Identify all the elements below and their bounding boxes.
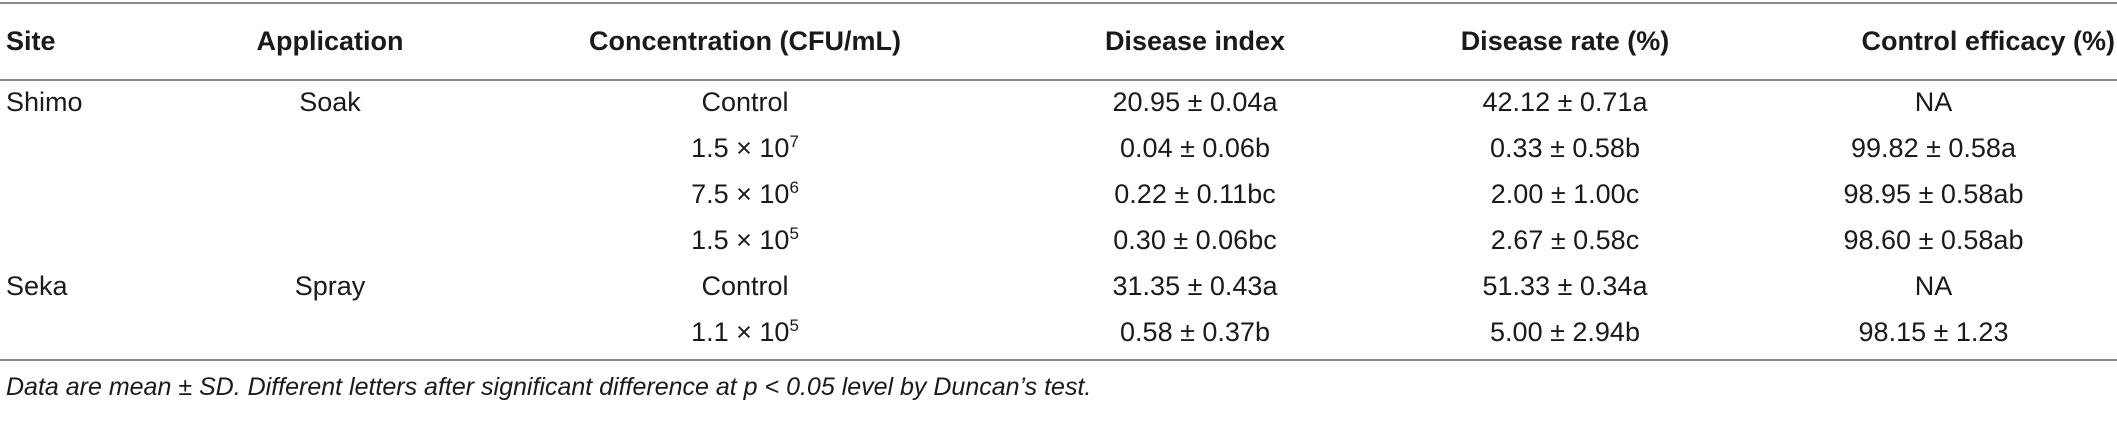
cell-concentration: Control bbox=[480, 79, 1010, 125]
table-body: Shimo Soak Control 20.95 ± 0.04a 42.12 ± 0.7… bbox=[0, 79, 2117, 355]
results-table: Site Application Concentration (CFU/mL) … bbox=[0, 4, 2117, 355]
concentration-exponent: 7 bbox=[789, 131, 799, 151]
concentration-base: 1.5 × 10 bbox=[691, 132, 790, 163]
concentration-exponent: 5 bbox=[789, 223, 799, 243]
concentration-exponent: 6 bbox=[789, 177, 799, 197]
cell-control-efficacy: NA bbox=[1914, 86, 1953, 117]
cell-disease-index: 0.04 ± 0.06b bbox=[1120, 132, 1270, 163]
cell-site bbox=[0, 217, 180, 263]
table-row: Seka Spray Control 31.35 ± 0.43a 51.33 ± 0.3… bbox=[0, 263, 2117, 309]
table-footnote: Data are mean ± SD. Different letters af… bbox=[6, 373, 1092, 401]
cell-concentration: 1.5 × 107 bbox=[480, 125, 1010, 171]
table-row: 1.1 × 105 0.58 ± 0.37b 5.00 ± 2.94b 98.15 ±… bbox=[0, 309, 2117, 355]
cell-disease-rate: 51.33 ± 0.34a bbox=[1482, 270, 1648, 301]
column-header-site: Site bbox=[6, 26, 56, 56]
cell-control-efficacy: 98.95 ± 0.58ab bbox=[1843, 178, 2024, 209]
cell-disease-index: 0.22 ± 0.11bc bbox=[1114, 178, 1276, 209]
cell-disease-rate: 0.33 ± 0.58b bbox=[1490, 132, 1640, 163]
header-rule bbox=[0, 79, 2117, 81]
concentration-base: 1.1 × 10 bbox=[691, 316, 790, 347]
column-header-disease-index: Disease index bbox=[1104, 26, 1286, 56]
cell-site bbox=[0, 309, 180, 355]
cell-disease-index: 20.95 ± 0.04a bbox=[1112, 86, 1278, 117]
table-row: 7.5 × 106 0.22 ± 0.11bc 2.00 ± 1.00c 98.95 … bbox=[0, 171, 2117, 217]
top-rule bbox=[0, 2, 2117, 4]
bottom-rule bbox=[0, 359, 2117, 361]
cell-concentration: 1.5 × 105 bbox=[480, 217, 1010, 263]
cell-control-efficacy: 99.82 ± 0.58a bbox=[1851, 132, 2016, 163]
column-header-concentration: Concentration (CFU/mL) bbox=[589, 26, 901, 56]
cell-control-efficacy: 98.60 ± 0.58ab bbox=[1843, 224, 2024, 255]
cell-application bbox=[180, 171, 480, 217]
table-row: Shimo Soak Control 20.95 ± 0.04a 42.12 ± 0.7… bbox=[0, 79, 2117, 125]
cell-application bbox=[180, 217, 480, 263]
concentration-base: Control bbox=[701, 270, 789, 301]
cell-site: Seka bbox=[6, 270, 68, 301]
cell-disease-index: 31.35 ± 0.43a bbox=[1112, 270, 1278, 301]
cell-disease-index: 0.58 ± 0.37b bbox=[1120, 316, 1270, 347]
cell-concentration: 7.5 × 106 bbox=[480, 171, 1010, 217]
column-header-control-efficacy: Control efficacy (%) bbox=[1861, 26, 2115, 56]
header-row: Site Application Concentration (CFU/mL) … bbox=[0, 4, 2117, 79]
cell-disease-rate: 5.00 ± 2.94b bbox=[1490, 316, 1640, 347]
table-row: 1.5 × 107 0.04 ± 0.06b 0.33 ± 0.58b 99.82 ±… bbox=[0, 125, 2117, 171]
cell-site: Shimo bbox=[6, 86, 83, 117]
cell-control-efficacy: NA bbox=[1914, 270, 1953, 301]
concentration-exponent: 5 bbox=[789, 315, 799, 335]
cell-concentration: Control bbox=[480, 263, 1010, 309]
cell-site bbox=[0, 125, 180, 171]
cell-disease-rate: 42.12 ± 0.71a bbox=[1482, 86, 1648, 117]
cell-disease-rate: 2.00 ± 1.00c bbox=[1490, 178, 1640, 209]
cell-site bbox=[0, 171, 180, 217]
concentration-base: Control bbox=[701, 86, 789, 117]
concentration-base: 7.5 × 10 bbox=[691, 178, 790, 209]
cell-application bbox=[180, 309, 480, 355]
cell-application: Soak bbox=[299, 86, 361, 117]
column-header-disease-rate: Disease rate (%) bbox=[1460, 26, 1670, 56]
concentration-base: 1.5 × 10 bbox=[691, 224, 790, 255]
cell-application: Spray bbox=[294, 270, 366, 301]
cell-application bbox=[180, 125, 480, 171]
table-row: 1.5 × 105 0.30 ± 0.06bc 2.67 ± 0.58c 98.60 … bbox=[0, 217, 2117, 263]
column-header-application: Application bbox=[256, 26, 404, 56]
cell-concentration: 1.1 × 105 bbox=[480, 309, 1010, 355]
cell-control-efficacy: 98.15 ± 1.23 bbox=[1858, 316, 2009, 347]
cell-disease-rate: 2.67 ± 0.58c bbox=[1490, 224, 1640, 255]
cell-disease-index: 0.30 ± 0.06bc bbox=[1113, 224, 1277, 255]
